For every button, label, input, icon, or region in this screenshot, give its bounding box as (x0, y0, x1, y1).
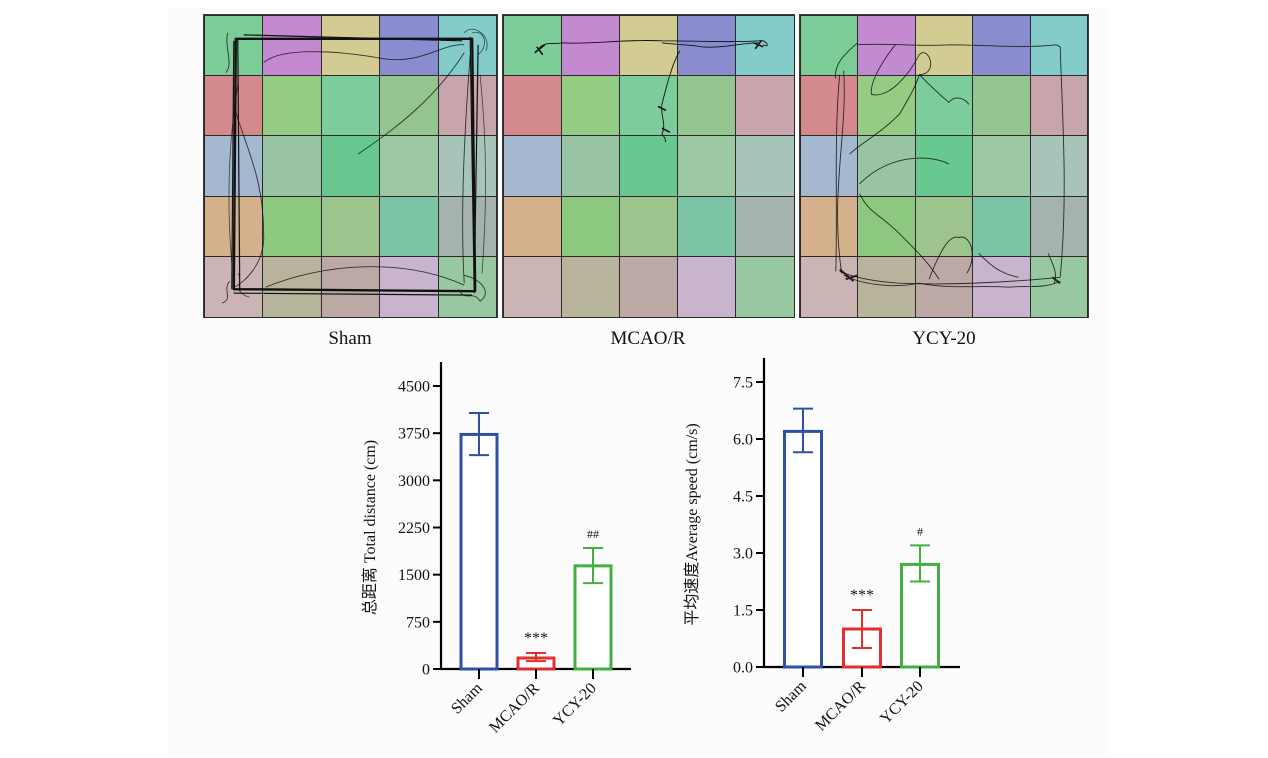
y-tick-label: 4.5 (733, 489, 753, 506)
arena-cell (502, 14, 562, 76)
arena-cell (437, 135, 498, 197)
arena-grid (203, 14, 498, 318)
y-axis-label: 总距离 Total distance (cm) (361, 440, 379, 615)
y-tick-label: 1.5 (733, 603, 753, 620)
y-tick-label: 750 (406, 614, 430, 631)
arena-cell (677, 195, 737, 258)
bar (459, 432, 499, 671)
arena-cell (799, 135, 859, 197)
arena-cell (799, 14, 859, 76)
x-tick-label: Sham (772, 677, 810, 715)
y-tick-label: 0 (422, 662, 430, 679)
y-tick-label: 3750 (398, 426, 430, 443)
arena-cell (972, 195, 1031, 258)
arena-cell (618, 74, 679, 137)
arena-label-ycy: YCY-20 (912, 328, 976, 349)
arena-cell (379, 195, 439, 258)
arena-cell (799, 74, 859, 137)
y-tick-label: 0.0 (733, 660, 753, 677)
y-tick-label: 6.0 (733, 432, 753, 449)
significance-annotation: *** (524, 630, 548, 647)
arena-cell (618, 256, 679, 318)
significance-annotation: *** (850, 587, 874, 604)
y-tick-label: 2250 (398, 520, 430, 537)
y-tick-label: 1500 (398, 567, 430, 584)
arena-cell (262, 74, 322, 137)
arena-cell (618, 135, 679, 197)
arena-cell (1029, 135, 1089, 197)
arena-cell (320, 195, 381, 258)
arena-cell (1029, 74, 1089, 137)
arena-cell (379, 14, 439, 76)
arena-sham (203, 14, 498, 318)
arena-cell (735, 74, 795, 137)
x-tick-label: MCAO/R (812, 678, 869, 735)
arena-cell (262, 135, 322, 197)
arena-cell (320, 74, 381, 137)
arena-cell (735, 256, 795, 318)
arena-cell (262, 256, 322, 318)
arena-label-sham: Sham (328, 328, 372, 349)
arena-cell (437, 256, 498, 318)
arena-cell (560, 74, 620, 137)
significance-annotation: ## (587, 527, 599, 541)
arena-cell (1029, 256, 1089, 318)
y-tick-label: 3000 (398, 473, 430, 490)
arena-cell (502, 256, 562, 318)
arena-cell (560, 256, 620, 318)
y-tick-label: 7.5 (733, 375, 753, 392)
y-axis-label: 平均速度Average speed (cm/s) (683, 423, 701, 625)
arena-mcao (502, 14, 795, 318)
arena-label-mcao: MCAO/R (610, 328, 686, 349)
arena-cell (677, 135, 737, 197)
arena-cell (379, 74, 439, 137)
arena-ycy (799, 14, 1089, 318)
y-tick-label: 4500 (398, 379, 430, 396)
arena-cell (735, 195, 795, 258)
arena-cell (502, 74, 562, 137)
arena-cell (1029, 14, 1089, 76)
y-tick-label: 3.0 (733, 546, 753, 563)
trajectory-mcao (534, 39, 768, 143)
significance-annotation: # (917, 524, 923, 538)
trajectory-sham (221, 28, 488, 304)
arena-cell (799, 256, 859, 318)
arena-cell (379, 256, 439, 318)
x-tick-label: YCY-20 (877, 678, 927, 728)
arena-cell (914, 135, 974, 197)
bar (783, 429, 823, 669)
arena-cell (972, 74, 1031, 137)
arena-cell (560, 195, 620, 258)
trajectory-ycy (835, 42, 1065, 288)
